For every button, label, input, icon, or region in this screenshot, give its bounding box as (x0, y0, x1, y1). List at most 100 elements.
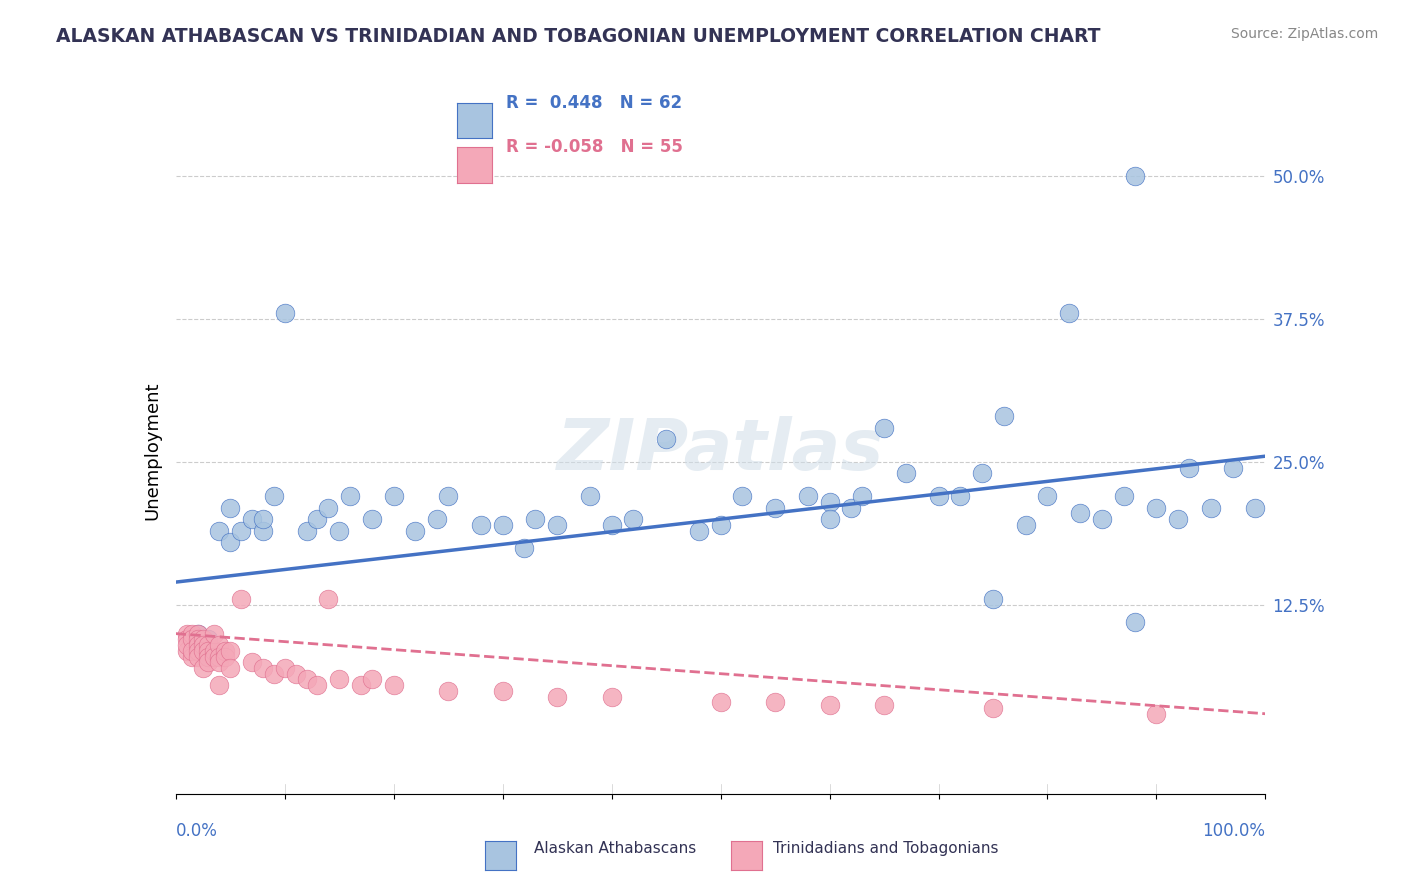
Point (1243, 500, 1265, 515)
Point (214, 644, 236, 658)
Point (197, 649, 219, 664)
Point (796, 489, 818, 503)
Point (1123, 615, 1146, 630)
Point (186, 644, 209, 658)
Point (191, 644, 214, 658)
Point (492, 683, 515, 698)
Point (710, 695, 733, 709)
Point (202, 649, 225, 664)
Point (284, 666, 307, 681)
Point (186, 632, 209, 647)
Point (240, 655, 263, 669)
Point (1178, 460, 1201, 475)
Point (382, 678, 405, 692)
Point (546, 517, 568, 532)
Point (176, 644, 198, 658)
Text: 100.0%: 100.0% (1202, 822, 1265, 840)
Point (382, 489, 405, 503)
Point (655, 432, 678, 446)
Point (240, 512, 263, 526)
Text: ALASKAN ATHABASCAN VS TRINIDADIAN AND TOBAGONIAN UNEMPLOYMENT CORRELATION CHART: ALASKAN ATHABASCAN VS TRINIDADIAN AND TO… (56, 27, 1101, 45)
Point (360, 673, 382, 687)
Point (1112, 489, 1135, 503)
Point (214, 649, 236, 664)
Point (763, 500, 786, 515)
Point (970, 467, 993, 481)
Point (197, 638, 219, 652)
Point (295, 524, 318, 538)
Point (328, 524, 350, 538)
Point (993, 409, 1015, 424)
Point (181, 644, 204, 658)
Point (1144, 500, 1167, 515)
Point (307, 512, 329, 526)
Point (1167, 512, 1189, 526)
Point (208, 649, 231, 664)
Point (894, 467, 917, 481)
Point (339, 489, 361, 503)
Point (688, 524, 710, 538)
Point (928, 489, 950, 503)
Point (181, 632, 204, 647)
Point (524, 512, 547, 526)
Point (1123, 169, 1146, 183)
Point (851, 489, 873, 503)
Text: Alaskan Athabascans: Alaskan Athabascans (534, 841, 696, 856)
Point (426, 512, 449, 526)
Point (208, 524, 231, 538)
Point (176, 626, 198, 640)
Point (318, 500, 340, 515)
Point (252, 524, 274, 538)
Point (181, 626, 204, 640)
Y-axis label: Unemployment: Unemployment (143, 381, 162, 520)
Point (202, 626, 225, 640)
Point (318, 592, 340, 607)
Point (252, 661, 274, 675)
Point (1222, 460, 1244, 475)
Text: R =  0.448   N = 62: R = 0.448 N = 62 (506, 94, 682, 112)
Point (981, 701, 1004, 715)
Point (621, 512, 644, 526)
Point (818, 512, 841, 526)
Point (202, 644, 225, 658)
Point (186, 649, 209, 664)
Point (208, 655, 231, 669)
Point (197, 649, 219, 664)
Point (873, 698, 896, 712)
Point (546, 690, 568, 704)
Point (191, 661, 214, 675)
Point (186, 626, 209, 640)
Point (186, 638, 209, 652)
Text: Trinidadians and Tobagonians: Trinidadians and Tobagonians (773, 841, 998, 856)
Point (274, 306, 297, 320)
Point (350, 678, 373, 692)
Point (219, 661, 242, 675)
Point (600, 517, 623, 532)
Point (818, 698, 841, 712)
Point (579, 489, 602, 503)
Text: 0.0%: 0.0% (176, 822, 218, 840)
Point (181, 649, 204, 664)
Point (186, 626, 209, 640)
Point (731, 489, 754, 503)
Point (197, 655, 219, 669)
Point (252, 512, 274, 526)
Point (191, 632, 214, 647)
Point (437, 683, 460, 698)
Text: Source: ZipAtlas.com: Source: ZipAtlas.com (1230, 27, 1378, 41)
Point (841, 500, 863, 515)
Point (763, 695, 786, 709)
Point (1091, 512, 1114, 526)
Point (710, 517, 733, 532)
Text: R = -0.058   N = 55: R = -0.058 N = 55 (506, 138, 683, 156)
Point (492, 517, 515, 532)
Point (231, 592, 253, 607)
Point (405, 524, 427, 538)
Point (1057, 306, 1080, 320)
Point (263, 666, 285, 681)
Point (470, 517, 492, 532)
Point (1036, 489, 1059, 503)
Point (873, 420, 896, 434)
Point (600, 690, 623, 704)
Point (219, 644, 242, 658)
